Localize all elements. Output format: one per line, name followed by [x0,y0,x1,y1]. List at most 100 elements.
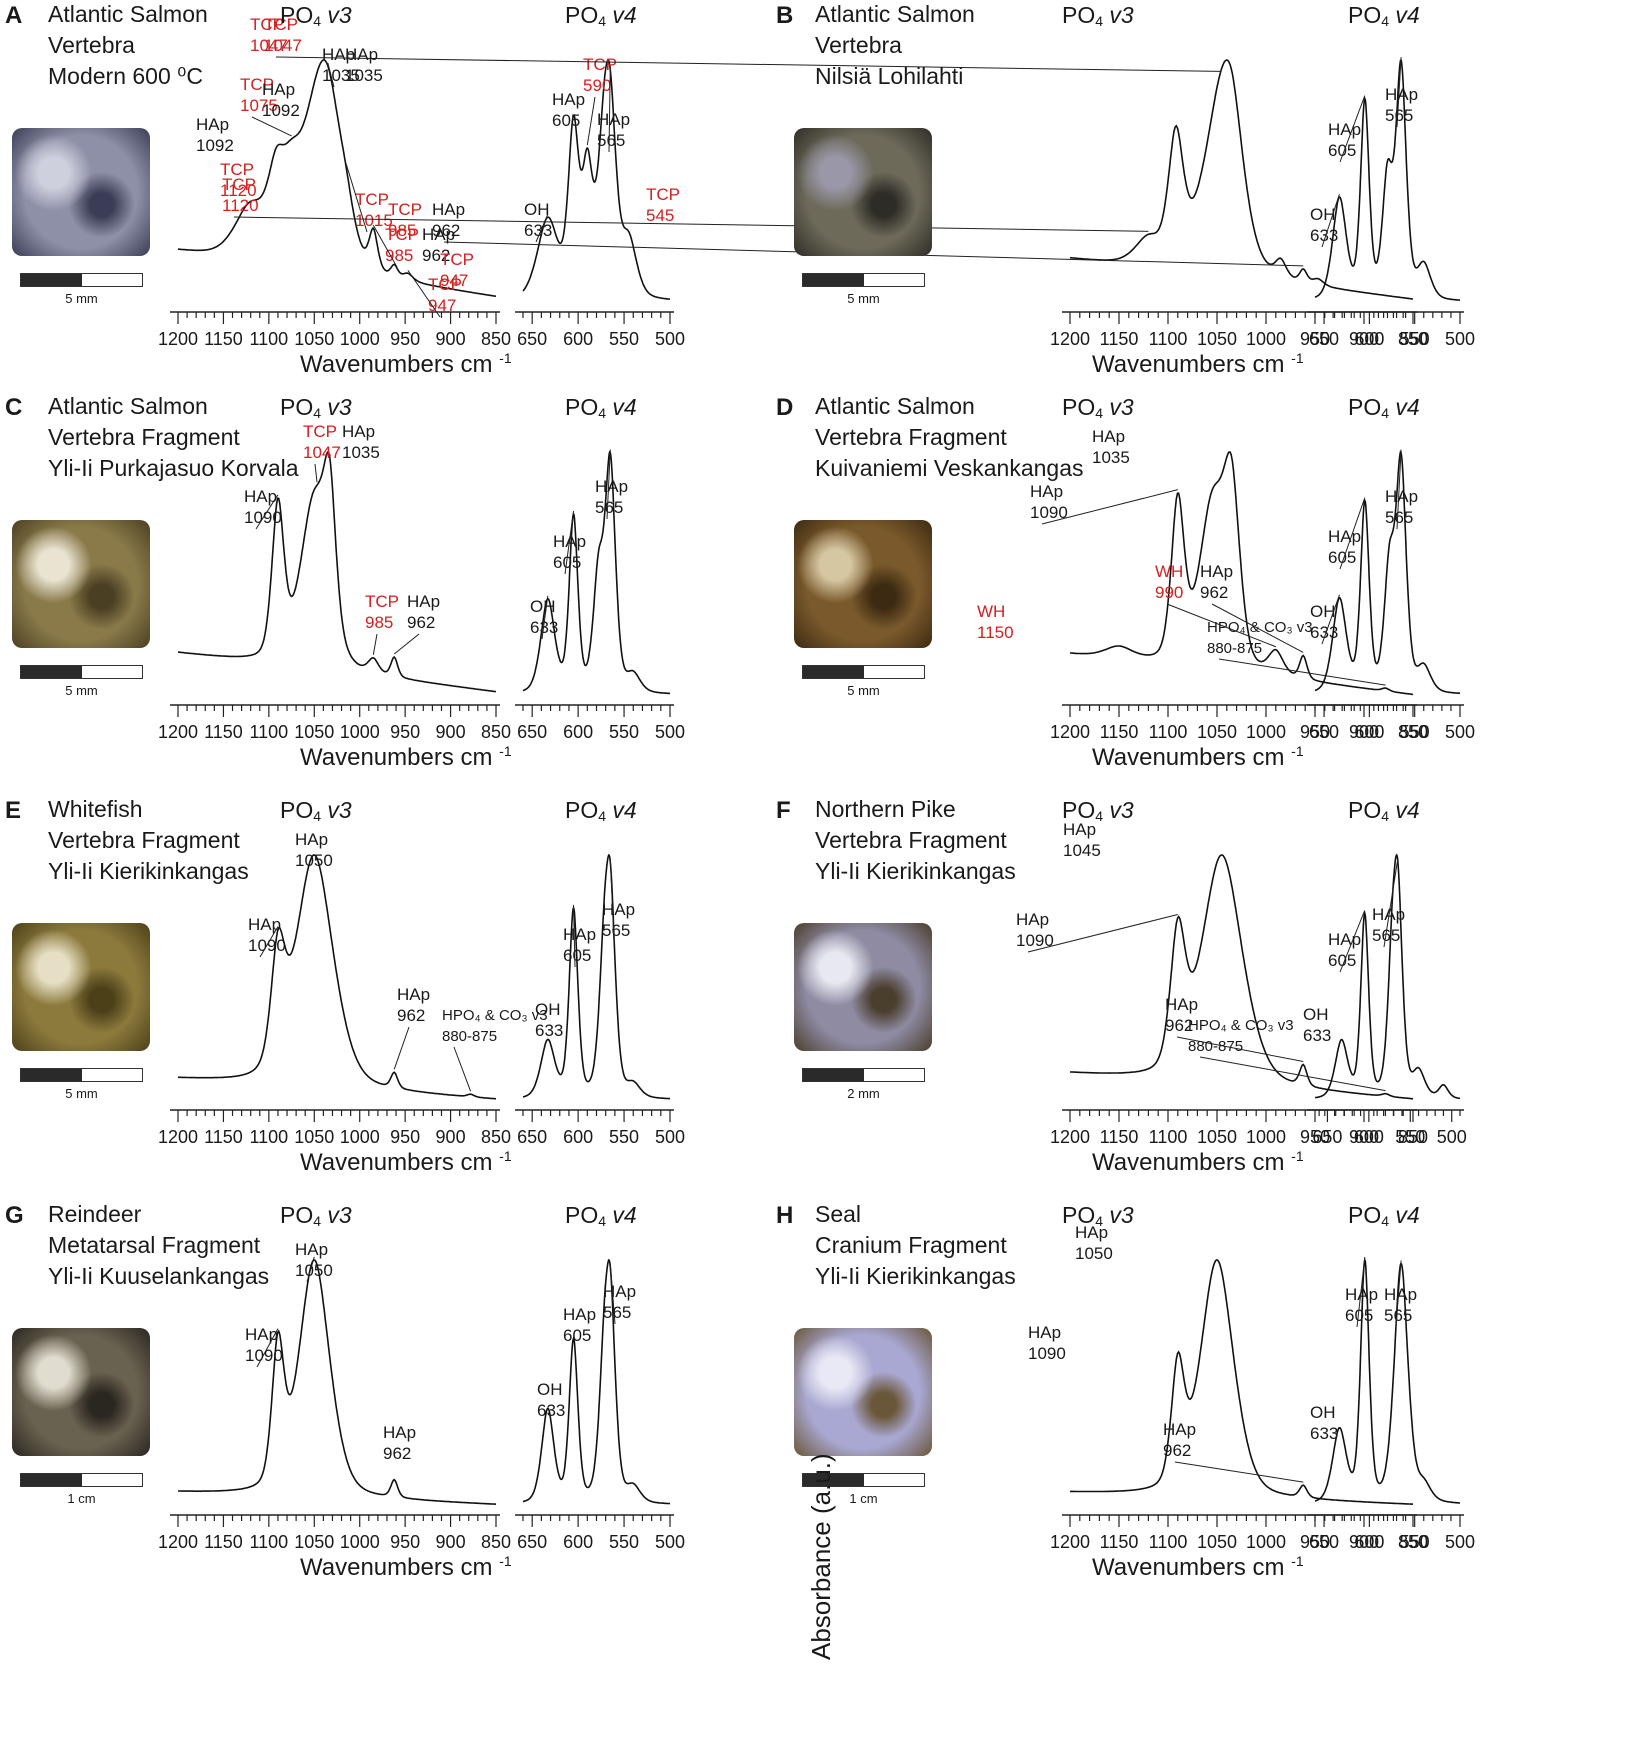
panel-c-v4-title: PO4 v4 [565,394,637,421]
svg-text:TCP: TCP [220,160,254,179]
panel-c-peak-label-1047: TCP 1047 [303,422,341,462]
svg-text:1035: 1035 [345,66,383,85]
svg-text:605: 605 [1328,141,1356,160]
panel-b-v3-tick-label: 1200 [1050,329,1090,349]
panel-h-peak-label-565: HAp 565 [1384,1285,1417,1325]
svg-text:1090: 1090 [1028,1344,1066,1363]
svg-text:962: 962 [422,246,450,265]
panel-f-v4-tick-label: 500 [1437,1127,1467,1147]
panel-g-scale-bar [20,1473,143,1487]
svg-text:WH: WH [1155,562,1183,581]
panel-d-peak-label-1150: WH 1150 [977,602,1014,642]
panel-h-v4-title: PO4 v4 [1348,1202,1420,1229]
panel-f-x-axis-label: Wavenumbers cm -1 [1092,1148,1304,1176]
panel-h-sample-title: Seal Cranium Fragment Yli-Ii Kierikinkan… [815,1201,1016,1289]
panel-g-v4-title: PO4 v4 [565,1202,637,1229]
panel-e-sample-title: Whitefish Vertebra Fragment Yli-Ii Kieri… [48,796,249,884]
panel-c-leader-line [372,633,378,655]
svg-text:985: 985 [385,246,413,265]
svg-text:880-875: 880-875 [1188,1038,1243,1055]
panel-f-leader-line [1383,858,1399,948]
svg-text:TCP: TCP [222,175,256,194]
panel-g-peak-label-605: HAp 605 [563,1305,596,1345]
svg-text:1090: 1090 [1016,931,1054,950]
panel-h-v3-tick-label: 1100 [1149,1532,1188,1552]
panel-c-leader-line [255,494,279,530]
svg-text:1047: 1047 [264,36,302,55]
panel-h-letter: H [776,1202,794,1229]
panel-f-peak-label-633: OH 633 [1303,1005,1331,1045]
svg-text:605: 605 [1328,548,1356,567]
svg-text:OH: OH [1310,205,1336,224]
panel-c-v4-tick-label: 600 [563,722,593,742]
panel-h-peak-label-1090: HAp 1090 [1028,1323,1066,1363]
panel-g-specimen-photo [12,1328,150,1456]
svg-text:590: 590 [583,76,611,95]
panel-b-v3-tick-label: 1050 [1197,329,1237,349]
svg-text:605: 605 [563,1326,591,1345]
panel-b-v3-spectrum [1069,59,1414,300]
panel-g-v3-tick-label: 950 [390,1532,420,1552]
panel-c-v3-title: PO4 v3 [280,394,352,421]
panel-e-v4-tick-label: 650 [517,1127,547,1147]
panel-c-v3-tick-label: 1100 [249,722,288,742]
panel-g-v3-tick-label: 1050 [294,1532,334,1552]
svg-text:1090: 1090 [245,1346,283,1365]
svg-text:HAp: HAp [248,915,281,934]
svg-text:565: 565 [597,131,625,150]
panel-f-leader-line [1027,913,1178,953]
panel-b-leader-line [1321,193,1340,248]
panel-h-v3-tick-label: 1050 [1197,1532,1237,1552]
panel-d-v4-tick-label: 650 [1309,722,1339,742]
panel-f-scale-bar [802,1068,925,1082]
panel-h-x-axis-label: Wavenumbers cm -1 [1092,1553,1304,1581]
panel-g-v3-title: PO4 v3 [280,1202,352,1229]
panel-h-v3-tick-label: 1200 [1050,1532,1090,1552]
panel-e-v3-tick-label: 1000 [340,1127,380,1147]
svg-text:HAp: HAp [1385,487,1418,506]
panel-f-v4-tick-label: 550 [1395,1127,1425,1147]
svg-text:985: 985 [365,613,393,632]
panel-f-sample-title: Northern Pike Vertebra Fragment Yli-Ii K… [815,796,1016,884]
panel-h-leader-line [1174,1461,1304,1483]
panel-e-x-axis-label: Wavenumbers cm -1 [300,1148,512,1176]
panel-f-v3-tick-label: 1000 [1246,1127,1286,1147]
panel-a-v3-spectrum [177,59,497,298]
svg-text:HAp: HAp [1328,930,1361,949]
svg-text:HAp: HAp [1016,910,1049,929]
panel-d-v3-tick-label: 1200 [1050,722,1090,742]
svg-text:OH: OH [1303,1005,1329,1024]
panel-d-v3-tick-label: 1150 [1100,722,1139,742]
svg-text:TCP: TCP [250,15,284,34]
panel-d-leader-line [1166,603,1276,648]
svg-text:HPO₄ & CO₃ v3: HPO₄ & CO₃ v3 [442,1007,548,1024]
panel-f-v4-tick-label: 600 [1354,1127,1384,1147]
svg-text:HAp: HAp [552,90,585,109]
panel-e-leader-line [453,1046,472,1092]
panel-g-v4-tick-label: 500 [655,1532,685,1552]
panel-g-v4-tick-label: 600 [563,1532,593,1552]
panel-c-x-axis-label: Wavenumbers cm -1 [300,743,512,771]
panel-f-v3-spectrum [1069,854,1414,1100]
panel-b-v3-tick-label: 1000 [1246,329,1286,349]
panel-b-scale-label: 5 mm [847,291,880,306]
svg-text:1075: 1075 [240,96,278,115]
svg-text:TCP: TCP [240,75,274,94]
svg-text:605: 605 [1328,951,1356,970]
panel-a-v3-tick-label: 900 [436,329,466,349]
panel-f-leader-line [1176,1036,1304,1063]
panel-a-v3-tick-label: 1000 [340,329,380,349]
panel-h-v3-tick-label: 900 [1349,1532,1379,1552]
panel-b-v4-title: PO4 v4 [1348,2,1420,29]
panel-b-v3-tick-label: 1100 [1149,329,1188,349]
panel-a-x-axis-label: Wavenumbers cm -1 [300,350,512,378]
panel-g-peak-label-565: HAp 565 [603,1282,636,1322]
panel-a-peak-label-1047: TCP 1047 [250,15,288,55]
svg-text:565: 565 [1384,1306,1412,1325]
svg-text:880-875: 880-875 [442,1028,497,1045]
panel-d-v3-tick-label: 1000 [1246,722,1286,742]
panel-e-peak-label-565: HAp 565 [602,900,635,940]
panel-h-specimen-photo [794,1328,932,1456]
panel-e-v3-tick-label: 1050 [294,1127,334,1147]
panel-c-leader-line [393,633,420,655]
